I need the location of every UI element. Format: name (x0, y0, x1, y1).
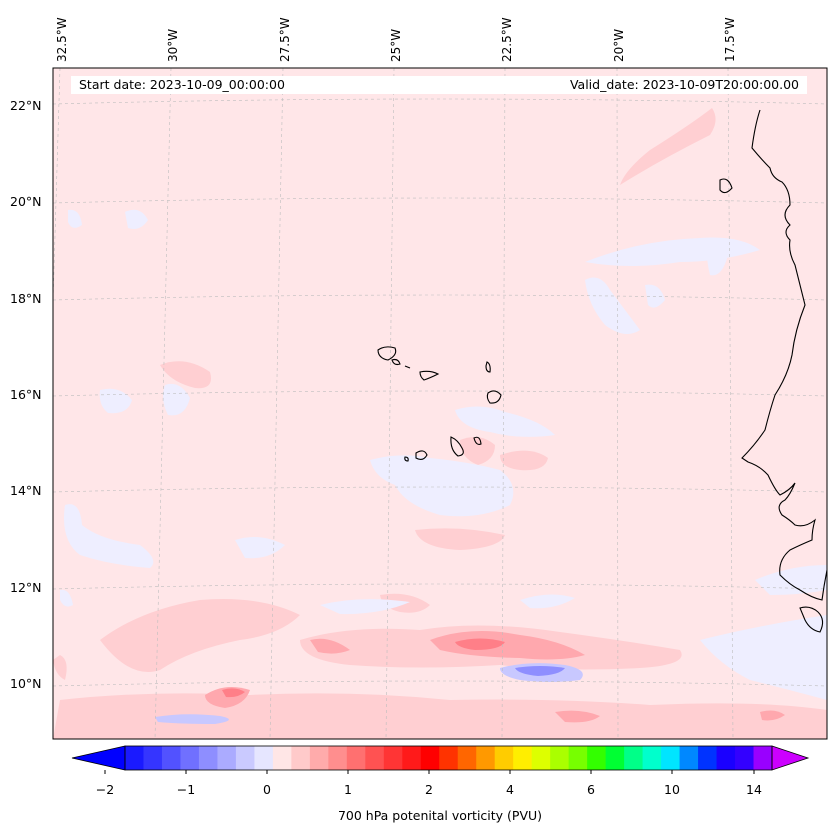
colorbar-segment (568, 746, 588, 770)
colorbar-tick: 4 (506, 782, 514, 797)
colorbar-segment (161, 746, 181, 770)
colorbar-tick: −1 (176, 782, 196, 797)
colorbar-segment (272, 746, 292, 770)
lon-label: 32.5°W (55, 17, 69, 62)
lon-label: 22.5°W (500, 17, 514, 62)
colorbar-segment (217, 746, 237, 770)
colorbar-segment (624, 746, 644, 770)
colorbar-segment (402, 746, 422, 770)
colorbar (71, 745, 810, 774)
santo-antao (377, 346, 397, 361)
lon-label: 17.5°W (723, 17, 737, 62)
colorbar-under-arrow (71, 745, 126, 771)
colorbar-segment (531, 746, 551, 770)
colorbar-segment (716, 746, 736, 770)
coastline (719, 109, 827, 633)
pv-positive-max (222, 638, 505, 698)
colorbar-segment (587, 746, 607, 770)
lat-label: 10°N (10, 676, 42, 691)
lat-label: 16°N (10, 387, 42, 402)
lon-label: 25°W (389, 28, 403, 62)
lat-label: 14°N (10, 483, 42, 498)
colorbar-segment (328, 746, 348, 770)
pv-negative-max (515, 666, 565, 676)
lat-label: 20°N (10, 194, 42, 209)
lat-label: 12°N (10, 580, 42, 595)
colorbar-segment (180, 746, 200, 770)
colorbar-segment (125, 746, 144, 770)
gridlines (53, 68, 827, 739)
colorbar-segment (605, 746, 625, 770)
colorbar-segment (346, 746, 366, 770)
colorbar-tick: 10 (664, 782, 680, 797)
sao-vicente (391, 358, 401, 366)
colorbar-segment (309, 746, 329, 770)
colorbar-segment (420, 746, 440, 770)
santa-luzia (404, 365, 411, 369)
colorbar-segment (698, 746, 718, 770)
colorbar-segment (143, 746, 163, 770)
santiago (450, 436, 464, 457)
lon-label: 20°W (612, 28, 626, 62)
colorbar-tick: 14 (746, 782, 762, 797)
colorbar-tick: 2 (425, 782, 433, 797)
colorbar-segment (254, 746, 274, 770)
colorbar-segment (365, 746, 385, 770)
lat-label: 22°N (10, 98, 42, 113)
colorbar-segment (494, 746, 514, 770)
lon-label: 30°W (166, 28, 180, 62)
colorbar-tick: 1 (344, 782, 352, 797)
colorbar-segment (513, 746, 533, 770)
sal (485, 361, 491, 373)
valid-date: Valid_date: 2023-10-09T20:00:00.00 (569, 77, 799, 92)
colorbar-segment (550, 746, 570, 770)
pv-negative-shading (60, 209, 827, 700)
colorbar-segment (291, 746, 311, 770)
colorbar-tick: 0 (263, 782, 271, 797)
lat-label: 18°N (10, 291, 42, 306)
fogo (415, 450, 428, 461)
sao-nicolau (419, 370, 440, 381)
colorbar-segment (735, 746, 755, 770)
colorbar-tick: 6 (587, 782, 595, 797)
map-frame (52, 67, 828, 740)
start-date: Start date: 2023-10-09_00:00:00 (79, 77, 285, 92)
colorbar-segment (383, 746, 403, 770)
colorbar-segment (235, 746, 255, 770)
boa-vista (486, 390, 502, 404)
colorbar-segment (679, 746, 699, 770)
lon-label: 27.5°W (278, 17, 292, 62)
colorbar-segment (198, 746, 218, 770)
brava (404, 456, 409, 462)
colorbar-segment (642, 746, 662, 770)
colorbar-tick: −2 (95, 782, 115, 797)
colorbar-segment (753, 746, 773, 770)
cape-verde-islands (377, 346, 502, 462)
date-info-bar: Start date: 2023-10-09_00:00:00 Valid_da… (71, 76, 807, 94)
colorbar-segment (439, 746, 459, 770)
colorbar-segment (476, 746, 496, 770)
pv-positive-shading (53, 108, 827, 739)
colorbar-over-arrow (771, 745, 810, 771)
colorbar-segment (661, 746, 681, 770)
colorbar-segment (457, 746, 477, 770)
colorbar-label: 700 hPa potenital vorticity (PVU) (337, 808, 543, 823)
colorbar-frame (124, 745, 773, 771)
maio (473, 436, 482, 445)
